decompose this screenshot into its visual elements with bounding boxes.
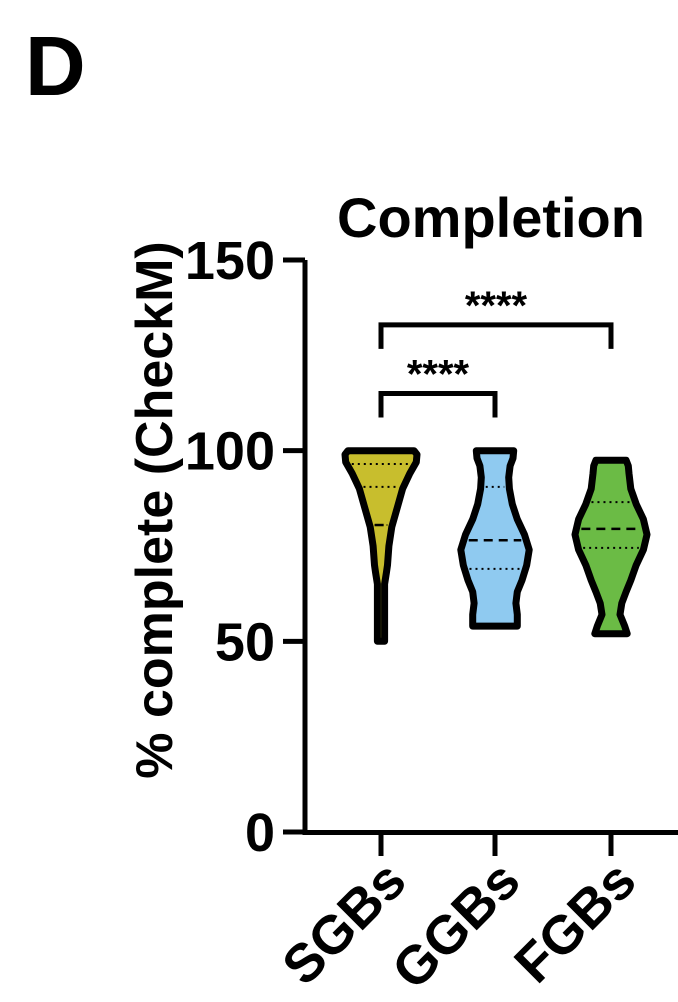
- x-tick-label-ggbs: GGBs: [381, 850, 532, 1001]
- violins: [341, 447, 651, 645]
- y-tick-label-150: 150: [185, 231, 275, 291]
- y-axis-label: % complete (CheckM): [126, 241, 184, 778]
- y-tick-label-0: 0: [245, 803, 275, 863]
- y-tick-label-100: 100: [185, 422, 275, 482]
- significance-label-1: ****: [465, 284, 528, 328]
- violin-ggbs: [457, 447, 533, 630]
- y-tick-label-50: 50: [215, 612, 275, 672]
- x-tick-label-fgbs: FGBs: [503, 850, 647, 994]
- y-axis-ticks: 0 50 100 150: [185, 231, 305, 863]
- significance-bracket-2: [378, 390, 498, 418]
- panel-label: D: [25, 19, 86, 113]
- significance-label-2: ****: [407, 352, 470, 396]
- x-tick-label-sgbs: SGBs: [271, 850, 417, 996]
- violin-sgbs: [341, 447, 421, 645]
- significance-bracket-1: [378, 322, 614, 349]
- violin-fgbs: [571, 456, 651, 638]
- significance-brackets: **** ****: [378, 284, 614, 418]
- chart-title: Completion: [337, 186, 645, 249]
